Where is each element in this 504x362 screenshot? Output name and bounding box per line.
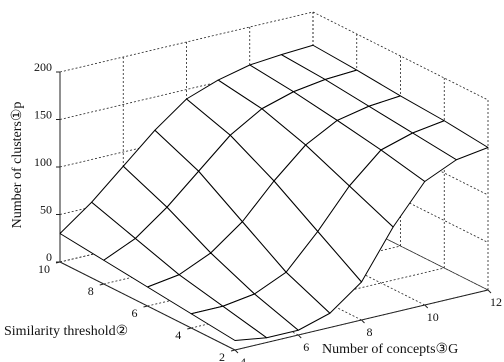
x-tick-label: 4 xyxy=(240,355,246,362)
grid-line xyxy=(59,11,314,73)
tick-mark xyxy=(424,304,429,309)
tick-mark xyxy=(361,319,365,324)
z-tick-label: 150 xyxy=(34,107,52,121)
surface-patch xyxy=(190,305,268,341)
y-tick-label: 4 xyxy=(175,328,181,342)
x-tick-label: 10 xyxy=(427,310,439,324)
tick-mark xyxy=(187,327,192,330)
z-tick-label: 100 xyxy=(34,155,52,169)
grid-line xyxy=(312,11,489,101)
z-tick-label: 50 xyxy=(40,202,52,216)
z-tick-label: 0 xyxy=(46,250,52,264)
x-tick-label: 12 xyxy=(490,295,502,309)
x-tick-label: 8 xyxy=(367,325,373,339)
y-tick-label: 10 xyxy=(38,262,50,276)
tick-mark xyxy=(487,289,492,294)
x-axis-label: Number of concepts③G xyxy=(322,342,458,357)
tick-mark xyxy=(297,334,302,339)
tick-mark xyxy=(143,305,148,308)
z-axis-label: Number of clusters①p xyxy=(10,102,25,229)
y-axis-label: Similarity threshold② xyxy=(4,324,128,339)
y-tick-label: 8 xyxy=(88,284,94,298)
z-tick-label: 200 xyxy=(34,60,52,74)
tick-mark xyxy=(234,349,239,354)
tick-mark xyxy=(230,349,236,352)
x-tick-label: 6 xyxy=(303,340,309,354)
y-tick-label: 2 xyxy=(219,350,225,362)
y-tick-label: 6 xyxy=(132,306,138,320)
tick-mark xyxy=(99,283,104,286)
grid-line xyxy=(191,267,445,329)
